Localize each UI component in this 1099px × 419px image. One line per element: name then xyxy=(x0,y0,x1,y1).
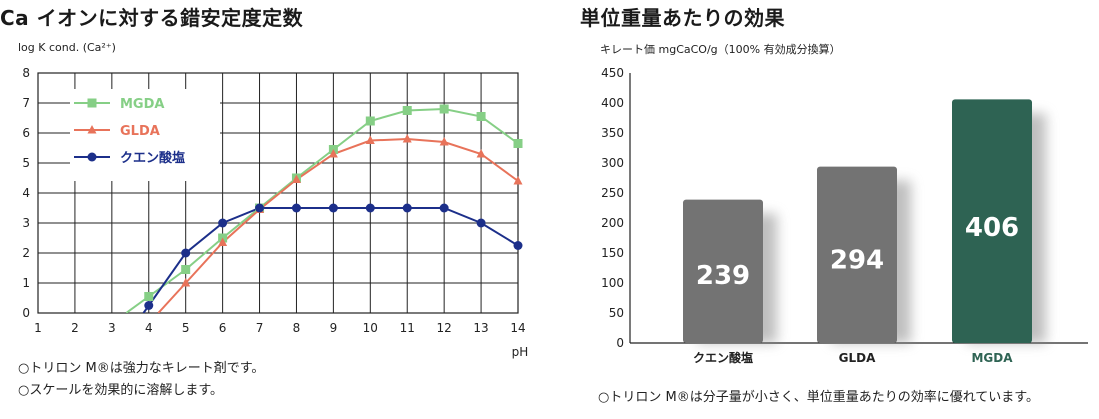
x-tick-label: 7 xyxy=(256,321,264,335)
bar-value-label: 406 xyxy=(965,213,1019,243)
data-point-citrate xyxy=(328,203,338,213)
data-point-glda xyxy=(513,176,523,185)
x-tick-label: 5 xyxy=(182,321,190,335)
x-tick-label: 11 xyxy=(400,321,415,335)
y-tick-label: 7 xyxy=(22,96,30,110)
bar-2 xyxy=(952,99,1032,344)
legend: MGDA GLDA クエン酸塩 xyxy=(70,89,220,181)
x-tick-label: 13 xyxy=(473,321,488,335)
x-tick-label: 14 xyxy=(510,321,525,335)
series-line-0 xyxy=(125,107,518,313)
bar-1 xyxy=(817,166,897,343)
x-tick-label: 1 xyxy=(34,321,42,335)
bar-y-tick-label: 150 xyxy=(601,246,624,260)
right-chart-title: 単位重量あたりの効果 xyxy=(580,6,785,30)
x-tick-label: 8 xyxy=(293,321,301,335)
right-y-axis-label: キレート価 mgCaCO/g（100% 有効成分換算） xyxy=(600,43,841,56)
data-point-mgda xyxy=(181,265,191,274)
legend-marker-square xyxy=(87,98,97,108)
bar-value-label: 294 xyxy=(830,245,884,275)
x-tick-label: 6 xyxy=(219,321,227,335)
data-point-mgda xyxy=(513,139,523,148)
data-point-citrate xyxy=(291,203,301,213)
left-chart-title: Ca イオンに対する錯安定度定数 xyxy=(0,6,304,30)
bar-category-label: MGDA xyxy=(971,351,1013,365)
data-point-glda xyxy=(291,174,301,183)
data-point-citrate xyxy=(476,218,486,228)
legend-label: クエン酸塩 xyxy=(120,150,185,166)
bar-y-tick-label: 50 xyxy=(609,306,624,320)
left-note-1: ○トリロン M®は強力なキレート剤です。 xyxy=(18,361,265,376)
data-point-glda xyxy=(402,134,412,143)
bar-y-tick-label: 100 xyxy=(601,276,624,290)
x-tick-label: 3 xyxy=(108,321,116,335)
data-point-glda xyxy=(328,149,338,158)
data-point-mgda xyxy=(439,104,449,114)
bar-y-tick-label: 400 xyxy=(601,96,624,110)
bar-y-tick-label: 450 xyxy=(601,66,624,80)
x-tick-label: 2 xyxy=(71,321,79,335)
bar-y-tick-label: 300 xyxy=(601,156,624,170)
legend-marker-circle xyxy=(87,152,97,162)
x-tick-label: 12 xyxy=(437,321,452,335)
legend-label: GLDA xyxy=(120,124,160,139)
left-y-axis-label: log K cond. (Ca²⁺) xyxy=(18,41,116,54)
data-point-glda xyxy=(218,237,228,246)
bar-value-label: 239 xyxy=(696,261,750,291)
y-tick-label: 8 xyxy=(22,66,30,80)
x-tick-label: 10 xyxy=(363,321,378,335)
bar-y-tick-label: 200 xyxy=(601,216,624,230)
left-note-2: ○スケールを効果的に溶解します。 xyxy=(18,383,224,398)
y-tick-label: 0 xyxy=(22,306,30,320)
x-tick-label: 9 xyxy=(330,321,338,335)
bar-category-label: クエン酸塩 xyxy=(693,350,753,365)
data-point-citrate xyxy=(181,248,191,258)
y-tick-label: 4 xyxy=(22,186,30,200)
data-point-mgda xyxy=(476,112,486,121)
data-point-glda xyxy=(439,137,449,146)
data-point-mgda xyxy=(402,106,412,115)
legend-marker-triangle xyxy=(87,125,97,134)
y-tick-label: 5 xyxy=(22,156,30,170)
data-point-glda xyxy=(476,149,486,158)
right-note: ○トリロン M®は分子量が小さく、単位重量あたりの効率に優れています。 xyxy=(598,390,1040,405)
data-point-citrate xyxy=(144,301,154,310)
data-point-glda xyxy=(181,278,191,287)
y-tick-label: 1 xyxy=(22,276,30,290)
data-point-mgda xyxy=(365,116,375,126)
bar-y-tick-label: 250 xyxy=(601,186,624,200)
data-point-citrate xyxy=(439,203,449,213)
y-tick-label: 2 xyxy=(22,246,30,260)
data-point-glda xyxy=(365,135,375,144)
series-line-2 xyxy=(142,207,518,313)
bar-y-tick-label: 350 xyxy=(601,126,624,140)
bar-0 xyxy=(683,199,763,343)
y-tick-label: 6 xyxy=(22,126,30,140)
data-point-citrate xyxy=(402,203,412,213)
data-point-citrate xyxy=(218,218,228,228)
data-point-citrate xyxy=(255,203,265,213)
x-axis-label: pH xyxy=(512,345,529,359)
legend-label: MGDA xyxy=(120,97,164,112)
bar-category-label: GLDA xyxy=(839,351,876,365)
data-point-mgda xyxy=(144,292,154,301)
data-point-citrate xyxy=(365,203,375,213)
bar-y-tick-label: 0 xyxy=(616,336,624,350)
data-point-citrate xyxy=(513,241,523,250)
y-tick-label: 3 xyxy=(22,216,30,230)
x-tick-label: 4 xyxy=(145,321,153,335)
